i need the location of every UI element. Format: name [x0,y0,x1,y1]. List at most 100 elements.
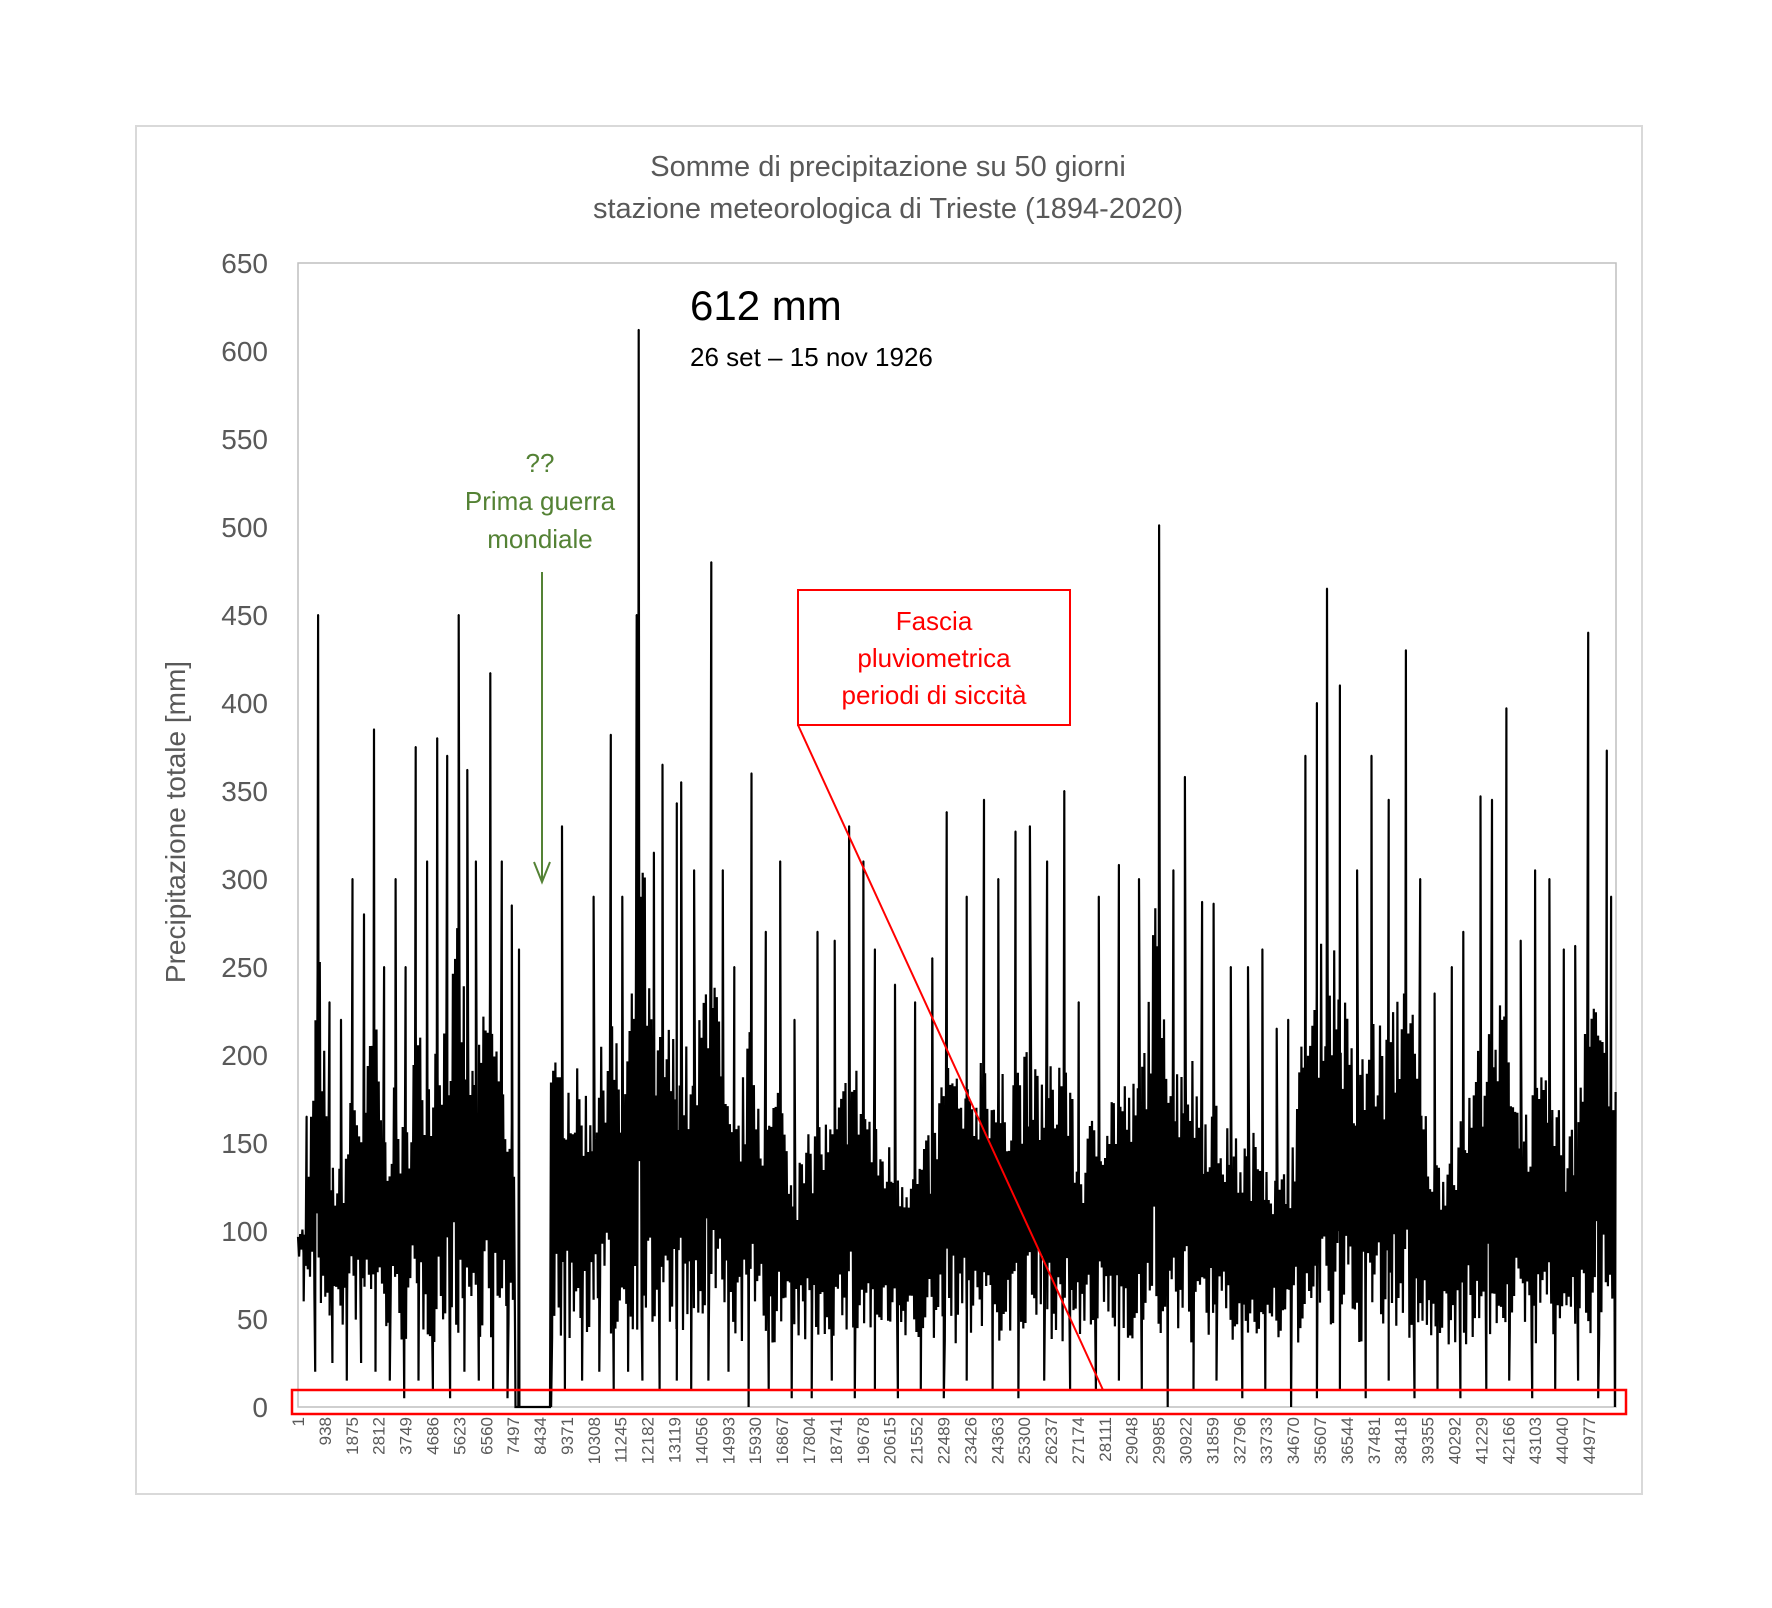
y-tick-label: 300 [221,864,268,895]
war-annotation-line-1: Prima guerra [465,486,616,516]
series-peak-point [317,614,320,616]
x-tick-label: 12182 [639,1417,658,1464]
x-tick-label: 43103 [1526,1417,1545,1464]
series-peak-point [436,737,439,740]
series-peak-point [733,966,736,968]
series-peak-point [1304,754,1307,757]
x-tick-label: 21552 [908,1417,927,1464]
x-tick-label: 31859 [1203,1417,1222,1464]
x-tick-label: 22489 [935,1417,954,1464]
x-tick-label: 28111 [1096,1417,1115,1462]
x-tick-label: 4686 [424,1417,443,1455]
series-peak-point [518,948,520,951]
x-tick-label: 9371 [558,1417,577,1455]
x-tick-label: 36544 [1338,1417,1357,1464]
y-tick-label: 100 [221,1216,268,1247]
x-tick-label: 23426 [961,1417,980,1464]
x-tick-label: 5623 [450,1417,469,1455]
y-axis-ticks: 0 50 100 150 200 250 300 350 400 450 500 550 600 650 [221,248,268,1423]
series-peak-point [1063,790,1066,792]
y-tick-label: 250 [221,952,268,983]
series-peak-point [764,930,767,933]
series-peak-point [1505,707,1508,710]
series-peak-point [363,913,365,916]
x-tick-label: 29985 [1150,1417,1169,1464]
peak-date-annotation: 26 set – 15 nov 1926 [690,342,933,372]
series-peak-point [873,948,876,951]
series-peak-point [1138,878,1140,880]
series-peak-point [1610,895,1613,898]
series-peak-point [652,851,655,854]
chart-title-line-1: Somme di precipitazione su 50 giorni [650,151,1126,183]
x-tick-label: 18741 [827,1417,846,1464]
series-peak-point [457,614,460,616]
y-tick-label: 50 [237,1304,268,1335]
war-annotation-line-2: mondiale [487,524,593,554]
series-peak-point [1247,966,1249,968]
x-tick-label: 42166 [1499,1417,1518,1464]
x-axis-ticks: 1 938 1875 2812 3749 4686 5623 6560 7497 8434 9371… [289,1417,1599,1464]
series-peak-point [1014,830,1017,833]
series-peak-point [945,811,948,814]
war-arrow-head [533,861,551,885]
series-peak-point [1548,878,1551,880]
series-peak-point [1387,798,1390,801]
x-tick-label: 17804 [800,1417,819,1464]
series-peak-point [328,1001,331,1004]
series-peak-point [721,869,724,872]
x-tick-label: 3749 [397,1417,416,1455]
y-tick-label: 0 [252,1392,268,1423]
series-peak-point [1077,1001,1080,1004]
series-peak-point [1356,869,1359,872]
x-tick-label: 33733 [1257,1417,1276,1464]
series-peak-point [816,930,819,933]
series-peak-point [931,957,934,960]
series-peak-point [1587,631,1590,634]
series-peak-point [1462,930,1465,933]
y-tick-label: 400 [221,688,268,719]
drought-callout-leader [797,724,1104,1391]
series-peak-point [340,1018,342,1021]
series-peak-point [305,1115,308,1118]
series-peak-point [1519,939,1522,942]
series-peak-point [1229,966,1232,968]
series-peak-point [1562,948,1565,951]
x-tick-label: 29048 [1123,1417,1142,1464]
x-tick-label: 14993 [719,1417,738,1464]
series-peak-point [997,878,1000,880]
series-peak-point [1201,900,1204,903]
x-tick-label: 8434 [531,1417,550,1455]
x-tick-label: 20615 [881,1417,900,1464]
x-tick-label: 25300 [1015,1417,1034,1464]
y-tick-label: 450 [221,600,268,631]
drought-callout-line-2: pluviometrica [857,643,1011,673]
series-peak-point [1491,798,1493,801]
plot-area-border [297,262,1617,1408]
x-tick-label: 39355 [1419,1417,1438,1464]
y-tick-label: 550 [221,424,268,455]
series-group [296,328,1617,1409]
x-tick-label: 7497 [504,1417,523,1455]
y-tick-label: 600 [221,336,268,367]
series-peak-point [894,983,896,986]
series-peak-point [1315,702,1318,704]
x-tick-label: 2812 [370,1417,389,1455]
y-tick-label: 200 [221,1040,268,1071]
series-peak-point [1370,754,1373,757]
series-peak-point [1433,992,1436,995]
series-peak-point [1404,649,1407,652]
series-peak-point [693,869,696,872]
x-tick-label: 938 [316,1417,335,1445]
x-tick-label: 30922 [1177,1417,1196,1464]
series-peak-point [848,825,851,828]
x-tick-label: 35607 [1311,1417,1330,1464]
y-tick-label: 150 [221,1128,268,1159]
x-tick-label: 27174 [1069,1417,1088,1464]
x-tick-label: 15930 [746,1417,765,1464]
series-peak-point [383,966,386,968]
series-peak-point [1097,895,1100,898]
series-peak-point [561,825,563,828]
y-tick-label: 650 [221,248,268,279]
x-tick-label: 44040 [1553,1417,1572,1464]
